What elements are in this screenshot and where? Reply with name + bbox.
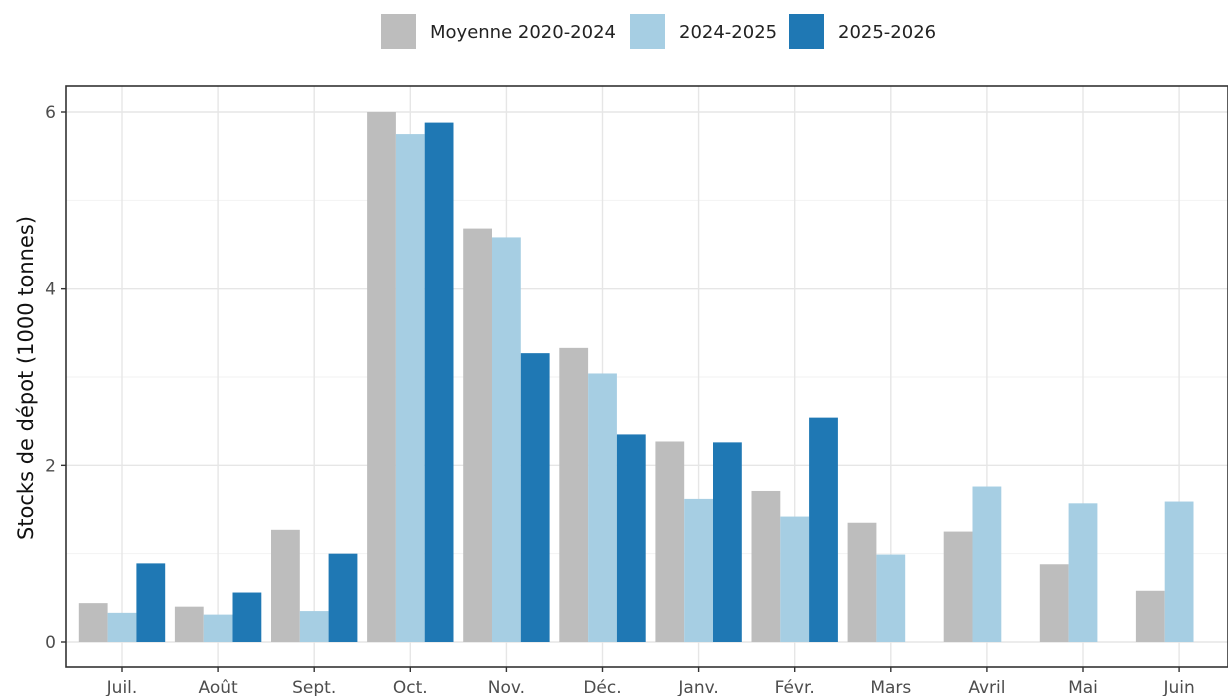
bar: [943, 531, 973, 642]
bar: [684, 498, 713, 642]
legend-label: 2024-2025: [679, 22, 777, 43]
bar: [655, 441, 685, 642]
bar: [847, 522, 877, 642]
bar: [271, 529, 300, 642]
bar: [616, 434, 646, 642]
bar: [809, 417, 838, 642]
legend-label: Moyenne 2020-2024: [430, 22, 616, 43]
y-tick-label: 2: [45, 456, 56, 476]
legend-label: 2025-2026: [838, 22, 936, 43]
y-axis-title: Stocks de dépot (1000 tonnes): [14, 216, 38, 540]
bar: [492, 237, 521, 642]
bar: [299, 611, 329, 642]
x-tick-label: Avril: [968, 678, 1005, 696]
bar: [588, 373, 617, 642]
bar: [559, 347, 589, 642]
x-tick-label: Févr.: [775, 678, 815, 696]
legend-swatch: [381, 14, 416, 49]
bar: [78, 603, 108, 642]
x-tick-label: Juil.: [106, 678, 138, 696]
legend-swatch: [789, 14, 824, 49]
legend: Moyenne 2020-2024 2024-2025 2025-2026: [381, 14, 936, 49]
bar: [972, 486, 1002, 642]
x-tick-label: Nov.: [488, 678, 525, 696]
bar: [463, 228, 492, 642]
legend-swatch: [630, 14, 665, 49]
bar: [876, 554, 906, 642]
bar: [1135, 590, 1165, 642]
x-tick-label: Janv.: [677, 678, 718, 696]
x-tick-label: Août: [199, 678, 239, 696]
bar: [136, 563, 166, 642]
bar: [395, 134, 425, 642]
bar: [328, 553, 358, 642]
x-tick-label: Sept.: [292, 678, 336, 696]
bar: [1039, 564, 1069, 642]
plot-area: 0 2 4 6 Juil. Août Sept. Oct. Nov. Déc. Janv. Févr.…: [45, 85, 1228, 696]
bar: [107, 612, 137, 642]
bar: [713, 442, 742, 642]
bar: [1164, 501, 1194, 642]
bar: [424, 122, 454, 643]
plot-border: [65, 85, 1228, 668]
bar: [203, 614, 233, 642]
x-tick-label: Déc.: [583, 678, 621, 696]
bar: [174, 606, 204, 642]
x-tick-label: Mars: [870, 678, 911, 696]
y-tick-label: 0: [45, 633, 56, 653]
y-tick-label: 6: [45, 103, 56, 123]
bar: [1068, 503, 1098, 642]
x-tick-label: Mai: [1068, 678, 1098, 696]
bar: [520, 353, 550, 642]
bar: [367, 112, 396, 642]
x-tick-label: Oct.: [393, 678, 428, 696]
bar: [780, 516, 810, 642]
bar: [751, 490, 781, 642]
x-tick-label: Juin: [1162, 678, 1194, 696]
y-tick-label: 4: [45, 280, 56, 300]
bar: [232, 592, 262, 642]
